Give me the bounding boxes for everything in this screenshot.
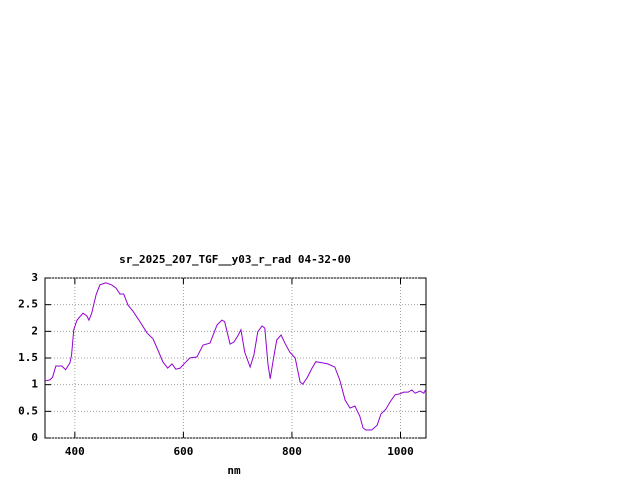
x-tick-label: 1000 [387,445,414,458]
y-tick-label: 1.5 [18,351,38,364]
y-tick-label: 2.5 [18,298,38,311]
y-tick-label: 2 [31,324,38,337]
x-tick-label: 600 [173,445,193,458]
data-line [44,282,427,431]
y-tick-label: 0.5 [18,404,38,417]
y-tick-label: 3 [31,271,38,284]
chart-title: sr_2025_207_TGF__y03_r_rad 04-32-00 [119,253,351,266]
x-tick-label: 400 [65,445,85,458]
x-axis-label: nm [227,464,241,477]
y-tick-label: 1 [31,378,38,391]
y-tick-label: 0 [31,431,38,444]
x-tick-label: 800 [282,445,302,458]
